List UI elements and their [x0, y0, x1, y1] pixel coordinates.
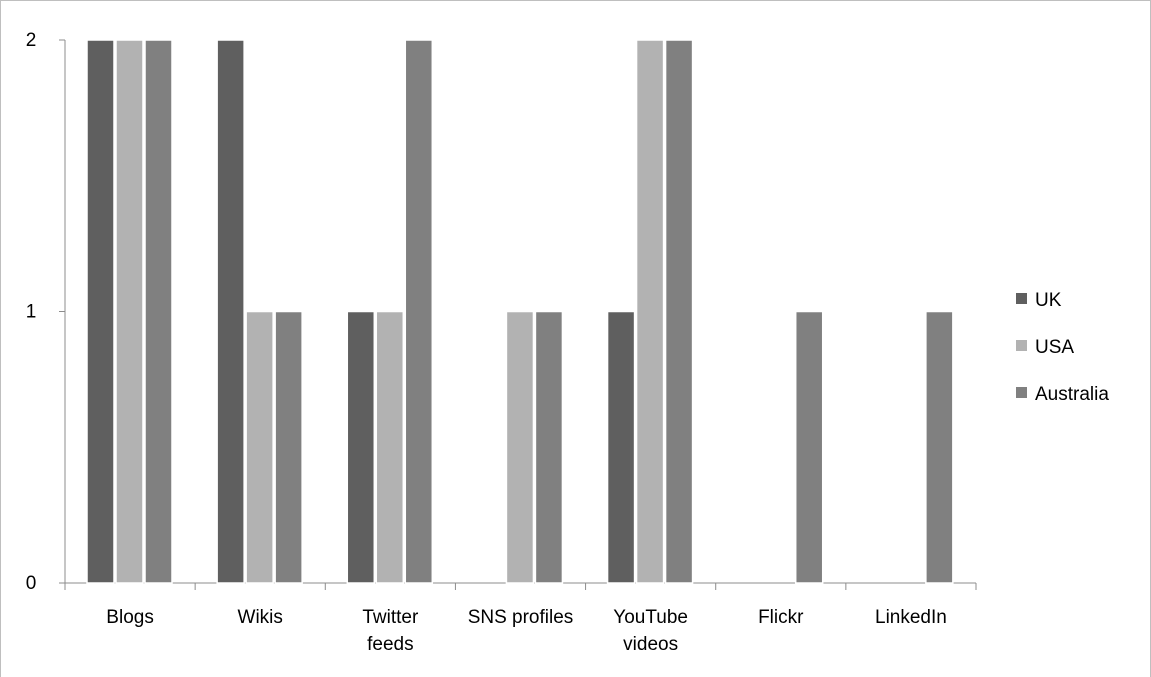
- bar: [274, 310, 303, 584]
- x-category-label: YouTube videos: [613, 607, 688, 655]
- legend-label: Australia: [1035, 384, 1109, 405]
- bar: [404, 39, 434, 584]
- legend-swatch: [1016, 340, 1027, 351]
- bar: [86, 39, 115, 584]
- y-axis: 0 1 2: [26, 30, 66, 594]
- bar: [664, 39, 694, 584]
- legend: UK USA Australia: [1016, 290, 1109, 405]
- legend-label: UK: [1035, 290, 1062, 311]
- legend-label: USA: [1035, 337, 1074, 358]
- legend-swatch: [1016, 293, 1027, 304]
- bar: [346, 310, 376, 584]
- x-axis: Blogs Wikis Twitter feeds SNS profiles YouTub…: [64, 582, 977, 655]
- x-category-label: Twitter feeds: [362, 607, 419, 655]
- bar: [505, 310, 535, 584]
- bar: [534, 310, 564, 584]
- x-category-label: Blogs: [106, 607, 154, 628]
- bar: [606, 310, 636, 584]
- bar: [245, 310, 274, 584]
- bar: [925, 310, 954, 584]
- x-category-label: Wikis: [238, 607, 283, 628]
- bar: [216, 39, 245, 584]
- y-tick-label: 1: [26, 302, 37, 323]
- x-category-label: Flickr: [758, 607, 804, 628]
- bar: [794, 310, 824, 584]
- bar: [144, 39, 173, 584]
- y-tick-label: 0: [26, 573, 37, 594]
- x-category-label: SNS profiles: [468, 607, 574, 628]
- bars: [86, 39, 954, 584]
- bar: [635, 39, 665, 584]
- legend-swatch: [1016, 387, 1027, 398]
- x-category-label: LinkedIn: [875, 607, 947, 628]
- y-tick-label: 2: [26, 30, 37, 51]
- bar: [375, 310, 405, 584]
- bar: [115, 39, 144, 584]
